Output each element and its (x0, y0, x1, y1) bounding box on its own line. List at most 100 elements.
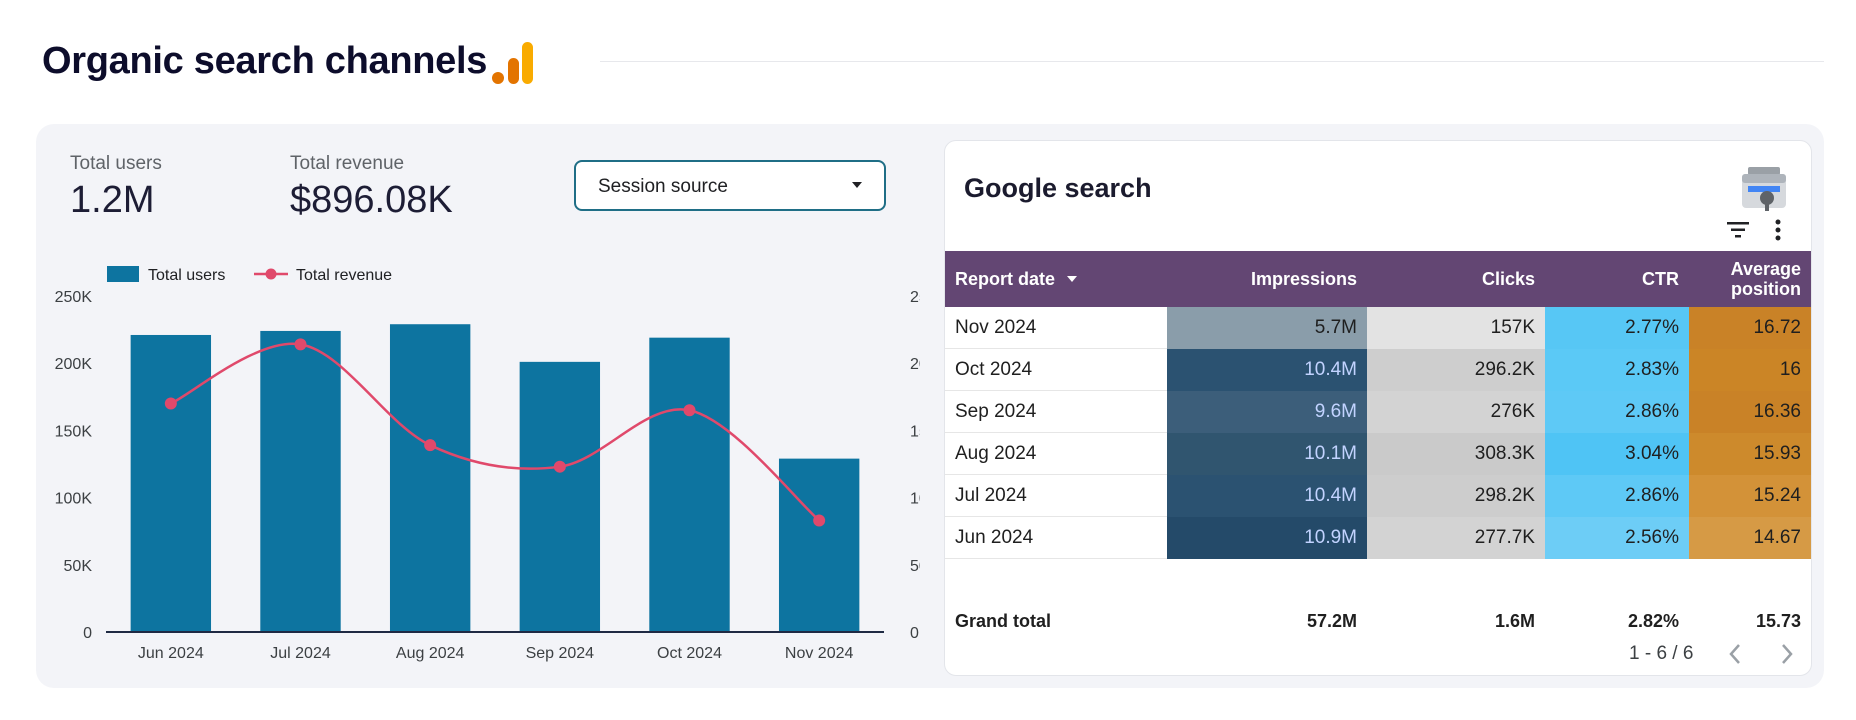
search-console-icon (1742, 167, 1786, 211)
legend-label-total-revenue: Total revenue (296, 267, 392, 284)
cell-ctr: 3.04% (1545, 433, 1689, 475)
column-header-impressions[interactable]: Impressions (1167, 251, 1367, 307)
column-header-ctr[interactable]: CTR (1545, 251, 1689, 307)
point-total-revenue (553, 460, 566, 473)
table-row: Jun 2024 10.9M 277.7K 2.56% 14.67 (945, 517, 1811, 559)
cell-impressions: 5.7M (1167, 307, 1367, 349)
cell-clicks: 277.7K (1367, 517, 1545, 559)
cell-average-position: 16.36 (1689, 391, 1811, 433)
cell-average-position: 14.67 (1689, 517, 1811, 559)
legend-label-total-users: Total users (148, 267, 225, 284)
line-total-revenue (170, 342, 820, 522)
cell-report-date: Aug 2024 (955, 443, 1037, 464)
grand-total-row: Grand total 57.2M 1.6M 2.82% 15.73 (945, 599, 1811, 643)
pagination-text: 1 - 6 / 6 (1629, 643, 1694, 664)
column-header-label: CTR (1642, 268, 1679, 289)
cell-clicks: 298.2K (1367, 475, 1545, 517)
column-header-average-position[interactable]: Average position (1689, 251, 1811, 307)
google-search-card: Google search Report date Impressions Cl… (944, 140, 1812, 676)
legend-marker-total-revenue (265, 268, 277, 280)
cell-ctr: 2.56% (1545, 517, 1689, 559)
session-source-dropdown[interactable]: Session source (574, 160, 886, 211)
column-header-report-date[interactable]: Report date (955, 251, 1167, 307)
chevron-left-icon[interactable] (1725, 641, 1747, 667)
y-left-tick-label: 200K (55, 356, 93, 373)
cell-clicks: 157K (1367, 307, 1545, 349)
cell-ctr: 2.77% (1545, 307, 1689, 349)
google-analytics-icon (492, 42, 533, 84)
cell-clicks: 276K (1367, 391, 1545, 433)
users-revenue-chart: 0 50K 100K 150K 200K 250K 0 50K 100K 150K 200K 250K… (55, 266, 920, 662)
point-total-revenue (683, 404, 696, 417)
x-tick-label: Jun 2024 (138, 645, 204, 662)
table-header: Report date Impressions Clicks CTR Avera… (945, 251, 1811, 307)
kpi-label: Total revenue (290, 153, 405, 174)
dropdown-label: Session source (598, 176, 728, 197)
chevron-right-icon[interactable] (1775, 641, 1797, 667)
bar-total-users (260, 330, 341, 632)
cell-report-date: Jul 2024 (955, 485, 1027, 506)
kpi-total-revenue: Total revenue $896.08K (290, 153, 453, 222)
y-right-tick-label: 200K (910, 356, 920, 373)
cell-ctr: 2.86% (1545, 475, 1689, 517)
cell-impressions: 10.4M (1167, 349, 1367, 391)
table-row: Sep 2024 9.6M 276K 2.86% 16.36 (945, 391, 1811, 433)
x-tick-label: Jul 2024 (270, 645, 331, 662)
cell-clicks: 296.2K (1367, 349, 1545, 391)
y-right-tick-label: 0 (910, 625, 919, 642)
cell-clicks: 308.3K (1367, 433, 1545, 475)
more-vert-icon[interactable] (1775, 219, 1781, 241)
cell-report-date: Sep 2024 (955, 401, 1037, 422)
cell-report-date: Oct 2024 (955, 359, 1033, 380)
table-row: Jul 2024 10.4M 298.2K 2.86% 15.24 (945, 475, 1811, 517)
grand-total-label: Grand total (955, 610, 1052, 631)
point-total-revenue (294, 338, 307, 351)
bar-total-users (130, 334, 212, 632)
table-row: Nov 2024 5.7M 157K 2.77% 16.72 (945, 307, 1811, 349)
column-header-label: Clicks (1481, 268, 1535, 289)
table-row: Oct 2024 10.4M 296.2K 2.83% 16 (945, 349, 1811, 391)
title-divider (600, 61, 1824, 62)
filter-icon[interactable] (1727, 221, 1749, 239)
kpi-total-users: Total users 1.2M (70, 153, 162, 222)
bar-total-users (389, 324, 471, 632)
y-right-tick-label: 250K (910, 289, 920, 306)
column-header-label: Impressions (1250, 268, 1357, 289)
column-header-label: Average position (1730, 259, 1801, 299)
x-tick-label: Aug 2024 (396, 645, 465, 662)
y-left-tick-label: 250K (55, 289, 93, 306)
chevron-down-icon (852, 182, 862, 188)
x-tick-label: Nov 2024 (785, 645, 854, 662)
cell-impressions: 10.4M (1167, 475, 1367, 517)
grand-total-average-position: 15.73 (1755, 610, 1801, 631)
cell-report-date: Jun 2024 (955, 527, 1034, 548)
kpi-value: 1.2M (70, 179, 155, 221)
grand-total-impressions: 57.2M (1306, 610, 1357, 631)
column-header-label: Report date (955, 268, 1056, 289)
point-total-revenue (424, 439, 437, 452)
cell-average-position: 16 (1689, 349, 1811, 391)
cell-ctr: 2.83% (1545, 349, 1689, 391)
x-tick-label: Sep 2024 (526, 645, 595, 662)
page-title: Organic search channels (42, 40, 488, 82)
y-right-tick-label: 100K (910, 491, 920, 508)
column-header-clicks[interactable]: Clicks (1367, 251, 1545, 307)
grand-total-clicks: 1.6M (1494, 610, 1535, 631)
cell-average-position: 16.72 (1689, 307, 1811, 349)
cell-impressions: 10.1M (1167, 433, 1367, 475)
y-left-tick-label: 100K (55, 491, 93, 508)
cell-impressions: 10.9M (1167, 517, 1367, 559)
cell-report-date: Nov 2024 (955, 317, 1037, 338)
cell-ctr: 2.86% (1545, 391, 1689, 433)
kpi-label: Total users (70, 153, 162, 174)
y-left-tick-label: 0 (83, 625, 92, 642)
bar-total-users (519, 361, 601, 632)
legend-swatch-total-users (107, 266, 139, 282)
kpi-value: $896.08K (290, 179, 453, 221)
point-total-revenue (164, 397, 177, 410)
y-right-tick-label: 50K (910, 558, 920, 575)
y-right-tick-label: 150K (910, 423, 920, 440)
bar-total-users (649, 337, 730, 632)
y-left-tick-label: 150K (55, 423, 93, 440)
x-tick-label: Oct 2024 (657, 645, 722, 662)
